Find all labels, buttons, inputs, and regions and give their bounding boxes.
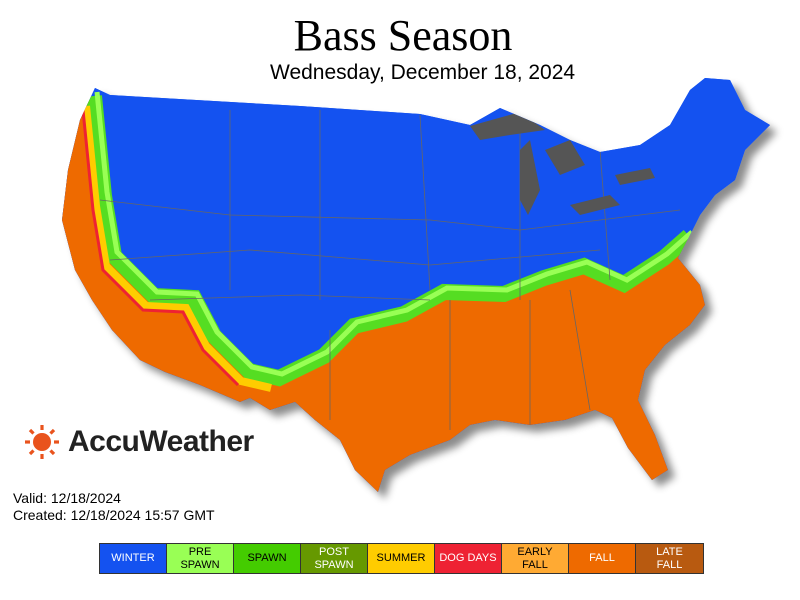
legend-item: WINTER bbox=[100, 544, 167, 573]
legend-label: SPAWN bbox=[314, 558, 354, 571]
legend-item: SPAWN bbox=[234, 544, 301, 573]
legend-item: SUMMER bbox=[368, 544, 435, 573]
legend: WINTER PRE SPAWN SPAWN POST SPAWN SUMMER DOG DA… bbox=[99, 543, 704, 574]
legend-item: EARLY FALL bbox=[502, 544, 569, 573]
brand: AccuWeather bbox=[24, 424, 254, 460]
legend-label: EARLY bbox=[517, 545, 553, 558]
legend-label: SPAWN bbox=[247, 552, 287, 564]
legend-item: FALL bbox=[569, 544, 636, 573]
legend-label: FALL bbox=[522, 558, 548, 571]
legend-label: SPAWN bbox=[180, 558, 220, 571]
legend-item: DOG DAYS bbox=[435, 544, 502, 573]
brand-logo bbox=[24, 424, 60, 460]
valid-date: Valid: 12/18/2024 bbox=[13, 490, 121, 506]
legend-label: SUMMER bbox=[376, 552, 426, 564]
legend-label: FALL bbox=[589, 552, 615, 564]
legend-label: POST bbox=[319, 545, 349, 558]
legend-label: PRE bbox=[188, 545, 212, 558]
title: Bass Season bbox=[293, 11, 513, 60]
legend-label: FALL bbox=[656, 558, 683, 571]
subtitle: Wednesday, December 18, 2024 bbox=[270, 61, 576, 84]
legend-label: LATE bbox=[656, 545, 683, 558]
created-date: Created: 12/18/2024 15:57 GMT bbox=[13, 507, 215, 523]
legend-label: WINTER bbox=[111, 552, 155, 564]
legend-item: POST SPAWN bbox=[301, 544, 368, 573]
legend-label: DOG DAYS bbox=[439, 552, 497, 564]
brand-name: AccuWeather bbox=[68, 425, 254, 458]
legend-item: PRE SPAWN bbox=[167, 544, 234, 573]
legend-item: LATE FALL bbox=[636, 544, 703, 573]
